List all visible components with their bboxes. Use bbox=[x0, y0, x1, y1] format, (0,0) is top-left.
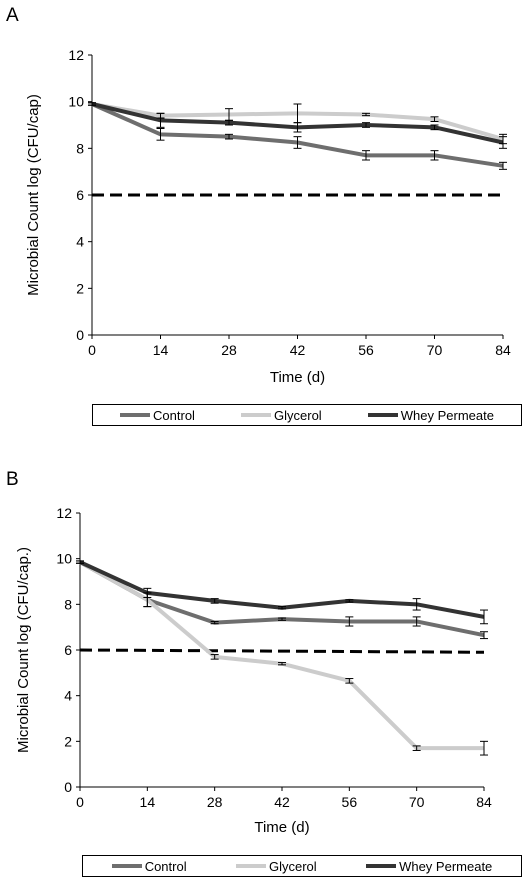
x-tick-label: 0 bbox=[88, 342, 96, 358]
error-bar-control bbox=[278, 617, 286, 621]
legend-b: Control Glycerol Whey Permeate bbox=[82, 855, 522, 877]
legend-a: Control Glycerol Whey Permeate bbox=[92, 404, 522, 426]
error-bar-whey-permeate bbox=[430, 124, 439, 131]
y-tick-label: 2 bbox=[64, 733, 72, 749]
legend-swatch-whey-permeate bbox=[366, 864, 397, 868]
error-bar-glycerol bbox=[210, 654, 219, 660]
y-tick-label: 4 bbox=[64, 688, 72, 704]
legend-label-whey-permeate: Whey Permeate bbox=[399, 858, 493, 874]
error-bar-whey-permeate bbox=[362, 122, 370, 128]
error-bar-control bbox=[412, 616, 421, 627]
error-bar-glycerol bbox=[345, 678, 354, 684]
legend-item-glycerol: Glycerol bbox=[241, 408, 322, 423]
error-bar-whey-permeate bbox=[76, 560, 84, 564]
panel-label-a: A bbox=[6, 5, 19, 26]
x-tick-label: 70 bbox=[409, 794, 425, 810]
legend-swatch-control bbox=[111, 864, 142, 868]
x-tick-label: 70 bbox=[427, 342, 443, 358]
x-tick-label: 0 bbox=[76, 794, 84, 810]
x-tick-label: 56 bbox=[358, 342, 374, 358]
x-tick-label: 84 bbox=[495, 342, 511, 358]
error-bar-whey-permeate bbox=[156, 112, 165, 128]
legend-label-control: Control bbox=[144, 858, 187, 874]
legend-swatch-whey-permeate bbox=[367, 413, 398, 417]
panel-label-b: B bbox=[6, 469, 19, 490]
chart-b: 0 2 4 6 8 10 12 0 14 28 42 56 70 84 Time (d) Microbial … bbox=[15, 505, 492, 836]
error-bar-whey-permeate bbox=[88, 102, 96, 106]
legend-item-whey-permeate: Whey Permeate bbox=[366, 859, 492, 874]
legend-swatch-control bbox=[120, 413, 151, 417]
y-tick-label: 2 bbox=[76, 280, 84, 296]
y-tick-label: 12 bbox=[68, 47, 84, 63]
error-bar-whey-permeate bbox=[293, 122, 302, 133]
y-tick-label: 10 bbox=[68, 94, 84, 110]
error-bar-whey-permeate bbox=[225, 119, 233, 126]
x-tick-label: 56 bbox=[342, 794, 358, 810]
legend-label-control: Control bbox=[153, 407, 195, 423]
error-bar-glycerol bbox=[430, 116, 439, 122]
threshold-dashed-line bbox=[79, 648, 485, 654]
error-bar-control bbox=[362, 150, 370, 161]
error-bar-whey-permeate bbox=[278, 606, 286, 610]
series-line-control bbox=[79, 560, 485, 638]
legend-item-control: Control bbox=[120, 408, 195, 423]
legend-item-whey-permeate: Whey Permeate bbox=[367, 407, 494, 423]
y-tick-label: 4 bbox=[76, 234, 84, 250]
error-bar-glycerol bbox=[278, 662, 286, 666]
y-tick-label: 6 bbox=[64, 642, 72, 658]
y-tick-label: 8 bbox=[76, 140, 84, 156]
legend-item-glycerol: Glycerol bbox=[236, 859, 317, 874]
error-bar-glycerol bbox=[362, 112, 370, 117]
legend-label-glycerol: Glycerol bbox=[269, 858, 317, 874]
x-tick-label: 28 bbox=[221, 342, 237, 358]
x-tick-label: 14 bbox=[140, 794, 156, 810]
chart-a: 0 2 4 6 8 10 12 0 14 28 42 56 70 84 Time (d) Microbial … bbox=[25, 47, 511, 386]
x-tick-label: 84 bbox=[476, 794, 492, 810]
x-axis-label: Time (d) bbox=[254, 819, 309, 836]
error-bar-whey-permeate bbox=[412, 598, 421, 611]
y-tick-label: 0 bbox=[76, 327, 84, 343]
x-tick-label: 14 bbox=[153, 342, 169, 358]
y-axis-label: Microbial Count log (CFU/cap) bbox=[25, 94, 42, 296]
x-tick-label: 42 bbox=[274, 794, 290, 810]
error-bar-control bbox=[225, 133, 233, 140]
x-axis-label: Time (d) bbox=[270, 369, 325, 386]
error-bar-control bbox=[345, 616, 354, 627]
error-bar-control bbox=[430, 150, 439, 161]
legend-label-whey-permeate: Whey Permeate bbox=[400, 407, 494, 423]
error-bar-control bbox=[293, 136, 302, 149]
error-bar-glycerol bbox=[412, 745, 421, 751]
error-bar-whey-permeate bbox=[345, 599, 354, 603]
y-tick-label: 10 bbox=[56, 551, 72, 567]
error-bar-whey-permeate bbox=[499, 136, 507, 149]
error-bar-whey-permeate bbox=[143, 587, 152, 598]
x-tick-label: 28 bbox=[207, 794, 223, 810]
error-bar-control bbox=[499, 161, 507, 170]
legend-label-glycerol: Glycerol bbox=[274, 407, 322, 423]
error-bar-control bbox=[156, 128, 165, 141]
legend-item-control: Control bbox=[111, 858, 187, 874]
legend-swatch-glycerol bbox=[241, 413, 272, 417]
error-bar-whey-permeate bbox=[210, 598, 219, 604]
error-bar-control bbox=[210, 620, 219, 625]
y-tick-label: 12 bbox=[56, 505, 72, 521]
error-bar-whey-permeate bbox=[480, 609, 488, 625]
legend-swatch-glycerol bbox=[236, 864, 266, 868]
x-tick-label: 42 bbox=[290, 342, 306, 358]
y-tick-label: 8 bbox=[64, 596, 72, 612]
y-axis-label: Microbial Count log (CFU/cap.) bbox=[15, 547, 32, 753]
y-tick-label: 6 bbox=[76, 187, 84, 203]
error-bar-control bbox=[480, 631, 488, 640]
y-tick-label: 0 bbox=[64, 779, 72, 795]
error-bar-glycerol bbox=[480, 740, 488, 756]
